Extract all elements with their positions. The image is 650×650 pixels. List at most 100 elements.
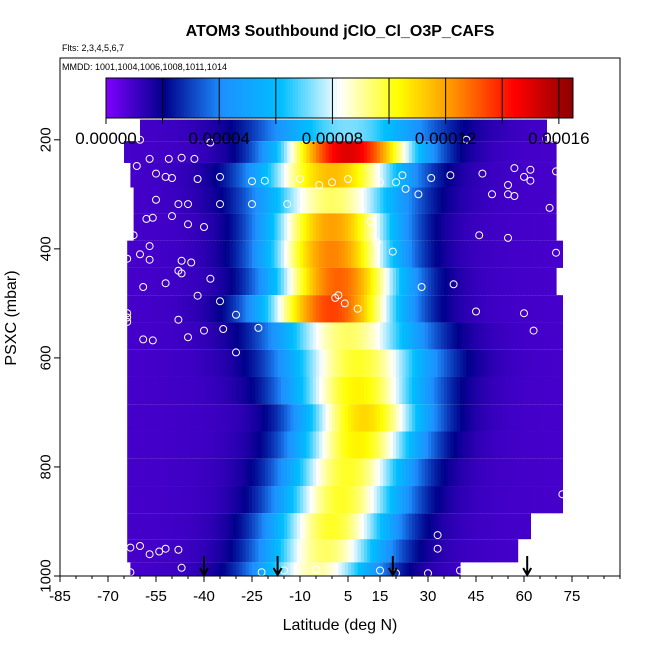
- heatmap-cell: [216, 486, 221, 514]
- heatmap-cell: [373, 213, 378, 241]
- heatmap-cell: [197, 404, 202, 432]
- heatmap-cell: [482, 267, 487, 296]
- heatmap-cell: [357, 213, 362, 241]
- heatmap-cell: [309, 295, 314, 323]
- heatmap-cell: [492, 486, 496, 514]
- colorbar-segment: [347, 78, 351, 118]
- heatmap-cell: [498, 431, 503, 459]
- sample-point: [174, 200, 183, 209]
- heatmap-cell: [274, 213, 279, 241]
- heatmap-cell: [293, 486, 298, 514]
- heatmap-cell: [165, 141, 170, 163]
- heatmap-cell: [268, 240, 272, 268]
- heatmap-cell: [450, 431, 455, 459]
- heatmap-cell: [239, 539, 243, 563]
- heatmap-cell: [197, 513, 202, 540]
- heatmap-cell: [520, 213, 525, 241]
- heatmap-cell: [290, 267, 295, 296]
- heatmap-cell: [421, 322, 426, 350]
- colorbar-segment: [191, 78, 195, 118]
- colorbar-segment: [342, 78, 346, 118]
- heatmap-cell: [424, 349, 429, 377]
- heatmap-cell: [447, 267, 451, 296]
- heatmap-cell: [332, 213, 336, 241]
- heatmap-cell: [236, 162, 240, 188]
- heatmap-cell: [338, 295, 343, 323]
- heatmap-cell: [392, 376, 397, 405]
- heatmap-cell: [242, 240, 247, 268]
- heatmap-cell: [232, 187, 237, 214]
- heatmap-cell: [319, 213, 323, 241]
- heatmap-cell: [421, 376, 426, 405]
- heatmap-cell: [268, 513, 272, 540]
- heatmap-cell: [181, 141, 186, 163]
- heatmap-cell: [239, 404, 243, 432]
- heatmap-cell: [325, 119, 330, 142]
- heatmap-cell: [143, 213, 147, 241]
- heatmap-cell: [229, 458, 234, 487]
- y-axis-label: PSXC (mbar): [3, 270, 20, 365]
- x-tick-label: -25: [241, 588, 263, 605]
- heatmap-cell: [440, 404, 445, 432]
- heatmap-cell: [508, 240, 512, 268]
- heatmap-cell: [306, 404, 311, 432]
- heatmap-cell: [517, 431, 522, 459]
- heatmap-cell: [431, 458, 435, 487]
- heatmap-cell: [386, 431, 391, 459]
- colorbar-segment: [131, 78, 136, 118]
- heatmap-cell: [364, 376, 368, 405]
- heatmap-cell: [248, 431, 253, 459]
- heatmap-cell: [482, 119, 487, 142]
- colorbar-segment: [482, 78, 486, 118]
- heatmap-cell: [143, 431, 147, 459]
- heatmap-cell: [341, 322, 346, 350]
- heatmap-cell: [389, 562, 394, 576]
- heatmap-cell: [296, 187, 301, 214]
- heatmap-cell: [194, 322, 199, 350]
- heatmap-cell: [300, 240, 304, 268]
- colorbar-segment: [292, 78, 296, 118]
- heatmap-cell: [200, 458, 205, 487]
- colorbar-segment: [285, 78, 289, 118]
- heatmap-cell: [460, 119, 464, 142]
- heatmap-cell: [287, 431, 291, 459]
- colorbar-segment: [186, 78, 190, 118]
- heatmap-cell: [447, 539, 451, 563]
- heatmap-cell: [485, 267, 490, 296]
- heatmap-cell: [152, 141, 157, 163]
- heatmap-cell: [194, 458, 199, 487]
- heatmap-cell: [303, 431, 307, 459]
- heatmap-cell: [412, 349, 416, 377]
- heatmap-cell: [540, 486, 544, 514]
- heatmap-cell: [415, 431, 419, 459]
- heatmap-cell: [152, 562, 157, 576]
- heatmap-cell: [360, 267, 365, 296]
- heatmap-cell: [232, 376, 237, 405]
- heatmap-cell: [469, 162, 474, 188]
- heatmap-cell: [328, 486, 333, 514]
- heatmap-cell: [520, 513, 525, 540]
- heatmap-cell: [456, 141, 461, 163]
- heatmap-cell: [402, 141, 407, 163]
- heatmap-cell: [444, 141, 448, 163]
- heatmap-cell: [181, 267, 186, 296]
- heatmap-cell: [376, 119, 381, 142]
- heatmap-cell: [156, 322, 160, 350]
- heatmap-cell: [415, 349, 419, 377]
- heatmap-cell: [341, 513, 346, 540]
- heatmap-cell: [360, 376, 365, 405]
- heatmap-cell: [399, 431, 403, 459]
- heatmap-cell: [351, 295, 355, 323]
- colorbar-segment: [360, 78, 364, 118]
- heatmap-cell: [239, 213, 243, 241]
- heatmap-cell: [332, 187, 336, 214]
- heatmap-cell: [312, 539, 317, 563]
- heatmap-cell: [412, 322, 416, 350]
- heatmap-cell: [168, 404, 173, 432]
- heatmap-cell: [146, 349, 151, 377]
- heatmap-cell: [322, 539, 327, 563]
- heatmap-cell: [207, 119, 211, 142]
- heatmap-cell: [440, 513, 445, 540]
- heatmap-cell: [165, 431, 170, 459]
- heatmap-cell: [466, 187, 471, 214]
